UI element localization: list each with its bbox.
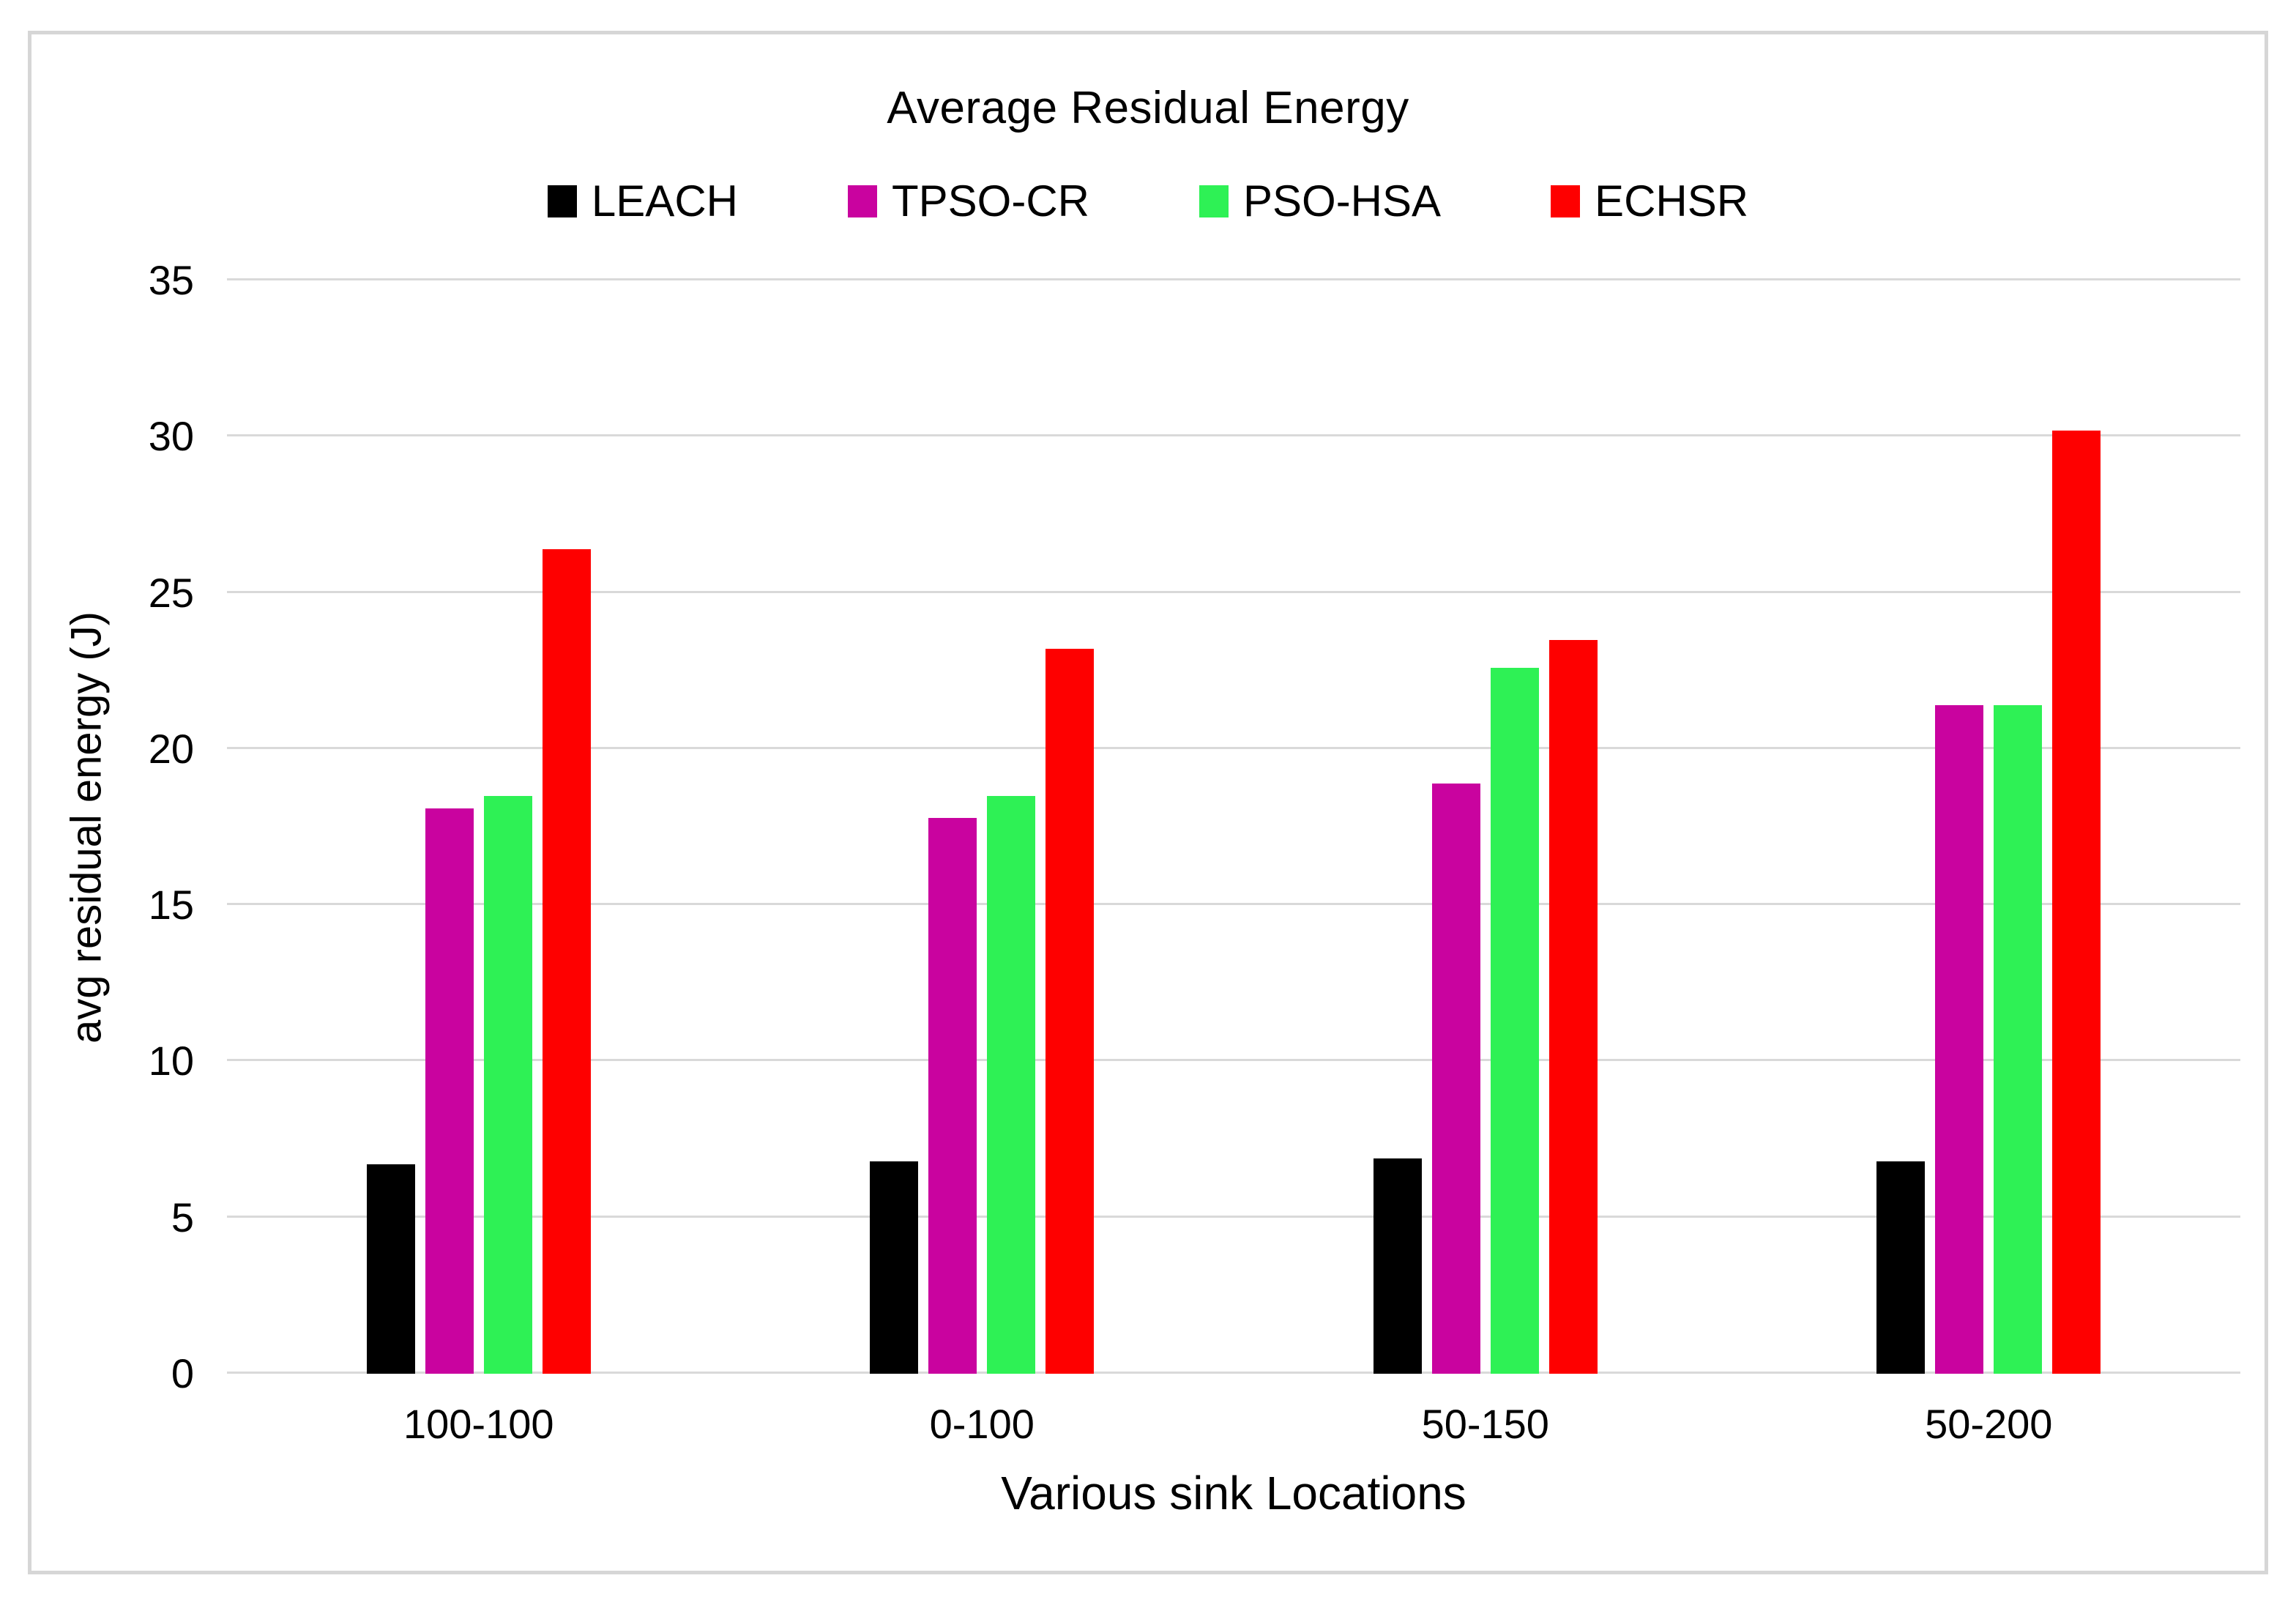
bar-tpso-cr-50-150 [1431, 783, 1480, 1374]
bar-groups [227, 280, 2240, 1374]
legend-item-tpso-cr: TPSO-CR [847, 176, 1089, 226]
y-tick-label-30: 30 [148, 413, 194, 460]
gridline-15 [227, 903, 2240, 906]
y-tick-label-20: 20 [148, 725, 194, 772]
legend-item-pso-hsa: PSO-HSA [1199, 176, 1441, 226]
x-tick-label-100-100: 100-100 [403, 1401, 554, 1447]
bar-pso-hsa-50-150 [1490, 667, 1539, 1374]
gridline-5 [227, 1215, 2240, 1218]
x-axis-title: Various sink Locations [1001, 1467, 1466, 1519]
x-tick-label-50-150: 50-150 [1421, 1401, 1549, 1447]
bar-echsr-0-100 [1046, 649, 1095, 1374]
x-tick-label-0-100: 0-100 [929, 1401, 1035, 1447]
y-tick-label-0: 0 [171, 1350, 194, 1396]
gridline-0 [227, 1372, 2240, 1374]
legend-swatch [847, 185, 877, 217]
chart-legend: LEACH TPSO-CR PSO-HSA ECHSR [0, 176, 2296, 226]
y-tick-label-5: 5 [171, 1194, 194, 1240]
bar-leach-50-150 [1373, 1158, 1422, 1374]
bar-echsr-50-150 [1548, 639, 1598, 1374]
x-tick-label-50-200: 50-200 [1925, 1401, 2053, 1447]
y-axis-title: avg residual energy (J) [62, 611, 111, 1043]
y-tick-label-10: 10 [148, 1038, 194, 1084]
x-axis-tick-labels: 100-100 0-100 50-150 50-200 [227, 1400, 2240, 1448]
y-tick-label-15: 15 [148, 882, 194, 929]
gridline-30 [227, 434, 2240, 437]
bar-leach-50-200 [1876, 1161, 1926, 1374]
bar-tpso-cr-0-100 [928, 817, 977, 1374]
chart-title: Average Residual Energy [887, 83, 1409, 133]
legend-swatch [1551, 185, 1581, 217]
y-tick-label-35: 35 [148, 257, 194, 303]
bar-group-0-100 [731, 280, 1234, 1374]
gridline-20 [227, 746, 2240, 749]
legend-label: PSO-HSA [1242, 176, 1442, 226]
y-tick-label-25: 25 [148, 569, 194, 616]
bar-tpso-cr-50-200 [1935, 705, 1984, 1374]
bar-leach-100-100 [366, 1164, 415, 1374]
legend-swatch [547, 185, 577, 217]
bar-echsr-50-200 [2052, 430, 2101, 1374]
bar-group-100-100 [227, 280, 731, 1374]
bar-tpso-cr-100-100 [425, 808, 474, 1374]
bar-pso-hsa-0-100 [987, 795, 1036, 1374]
bar-group-50-200 [1737, 280, 2241, 1374]
gridline-35 [227, 278, 2240, 280]
bar-echsr-100-100 [542, 548, 591, 1374]
gridline-25 [227, 590, 2240, 593]
bar-leach-0-100 [870, 1161, 919, 1374]
plot-area [227, 278, 2240, 1374]
bar-group-50-150 [1234, 280, 1737, 1374]
legend-label: ECHSR [1595, 176, 1749, 226]
gridline-10 [227, 1059, 2240, 1062]
legend-label: TPSO-CR [891, 176, 1089, 226]
bar-pso-hsa-50-200 [1994, 705, 2043, 1374]
legend-item-echsr: ECHSR [1551, 176, 1748, 226]
legend-label: LEACH [591, 176, 738, 226]
legend-item-leach: LEACH [547, 176, 738, 226]
legend-swatch [1199, 185, 1229, 217]
bar-pso-hsa-100-100 [483, 795, 532, 1374]
